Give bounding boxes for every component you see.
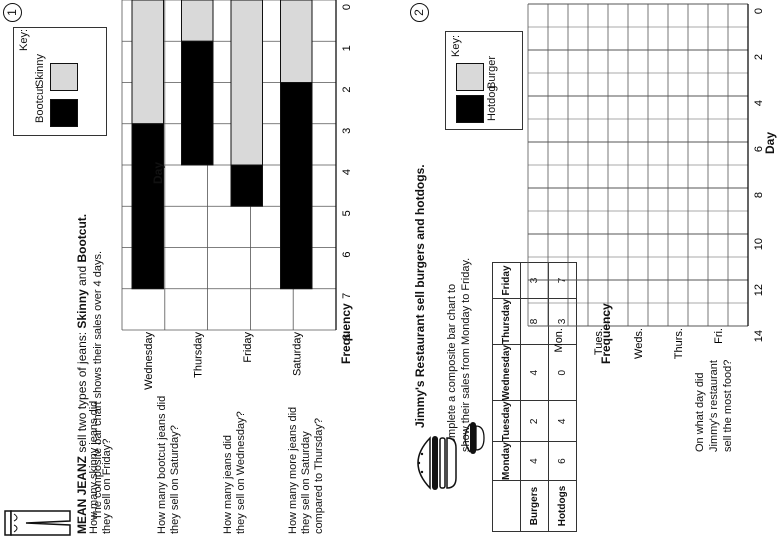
y-tick-label: 14 bbox=[753, 330, 765, 342]
x-tick-label: Mon. bbox=[553, 328, 565, 352]
chart2-legend-label: Key: bbox=[450, 34, 462, 57]
bar-bootcut-friday bbox=[230, 164, 263, 207]
jeans-icon bbox=[4, 510, 71, 536]
y-tick-label: 6 bbox=[753, 146, 765, 152]
chart2-legend: Key: Burger Hotdog bbox=[445, 31, 523, 130]
x-tick-label: Fri. bbox=[713, 328, 725, 344]
y-tick-label: 8 bbox=[753, 192, 765, 198]
legend-label-burger: Burger bbox=[486, 55, 498, 89]
burger-icon bbox=[417, 436, 457, 490]
x-tick-label: Thursday bbox=[192, 332, 204, 378]
bar-bootcut-thursday bbox=[181, 40, 214, 166]
y-tick-label: 6 bbox=[341, 252, 353, 258]
chart2-xlabel: Day bbox=[763, 131, 777, 154]
legend-label-hotdog: Hotdog bbox=[486, 85, 498, 121]
y-tick-label: 0 bbox=[341, 4, 353, 10]
bar-bootcut-wednesday bbox=[131, 123, 164, 290]
x-tick-label: Saturday bbox=[291, 332, 303, 377]
y-tick-label: 12 bbox=[753, 284, 765, 296]
y-tick-label: 10 bbox=[753, 238, 765, 250]
y-tick-label: 4 bbox=[753, 100, 765, 106]
x-tick-label: Tues. bbox=[593, 328, 605, 355]
x-tick-label: Wednesday bbox=[143, 332, 155, 390]
legend-swatch-burger bbox=[456, 63, 484, 91]
y-tick-label: 7 bbox=[341, 293, 353, 299]
y-tick-label: 2 bbox=[753, 54, 765, 60]
x-tick-label: Friday bbox=[242, 332, 254, 363]
bar-bootcut-saturday bbox=[280, 82, 313, 290]
y-tick-label: 1 bbox=[341, 45, 353, 51]
y-tick-label: 8 bbox=[341, 334, 353, 340]
hotdog-icon bbox=[464, 422, 485, 454]
x-tick-label: Thurs. bbox=[673, 328, 685, 359]
chart2-ylabel: Frequency bbox=[599, 303, 613, 364]
y-tick-label: 2 bbox=[341, 87, 353, 93]
y-tick-label: 4 bbox=[341, 169, 353, 175]
y-tick-label: 0 bbox=[753, 8, 765, 14]
y-tick-label: 5 bbox=[341, 210, 353, 216]
y-tick-label: 3 bbox=[341, 128, 353, 134]
legend-swatch-hotdog bbox=[456, 95, 484, 123]
x-tick-label: Weds. bbox=[633, 328, 645, 359]
